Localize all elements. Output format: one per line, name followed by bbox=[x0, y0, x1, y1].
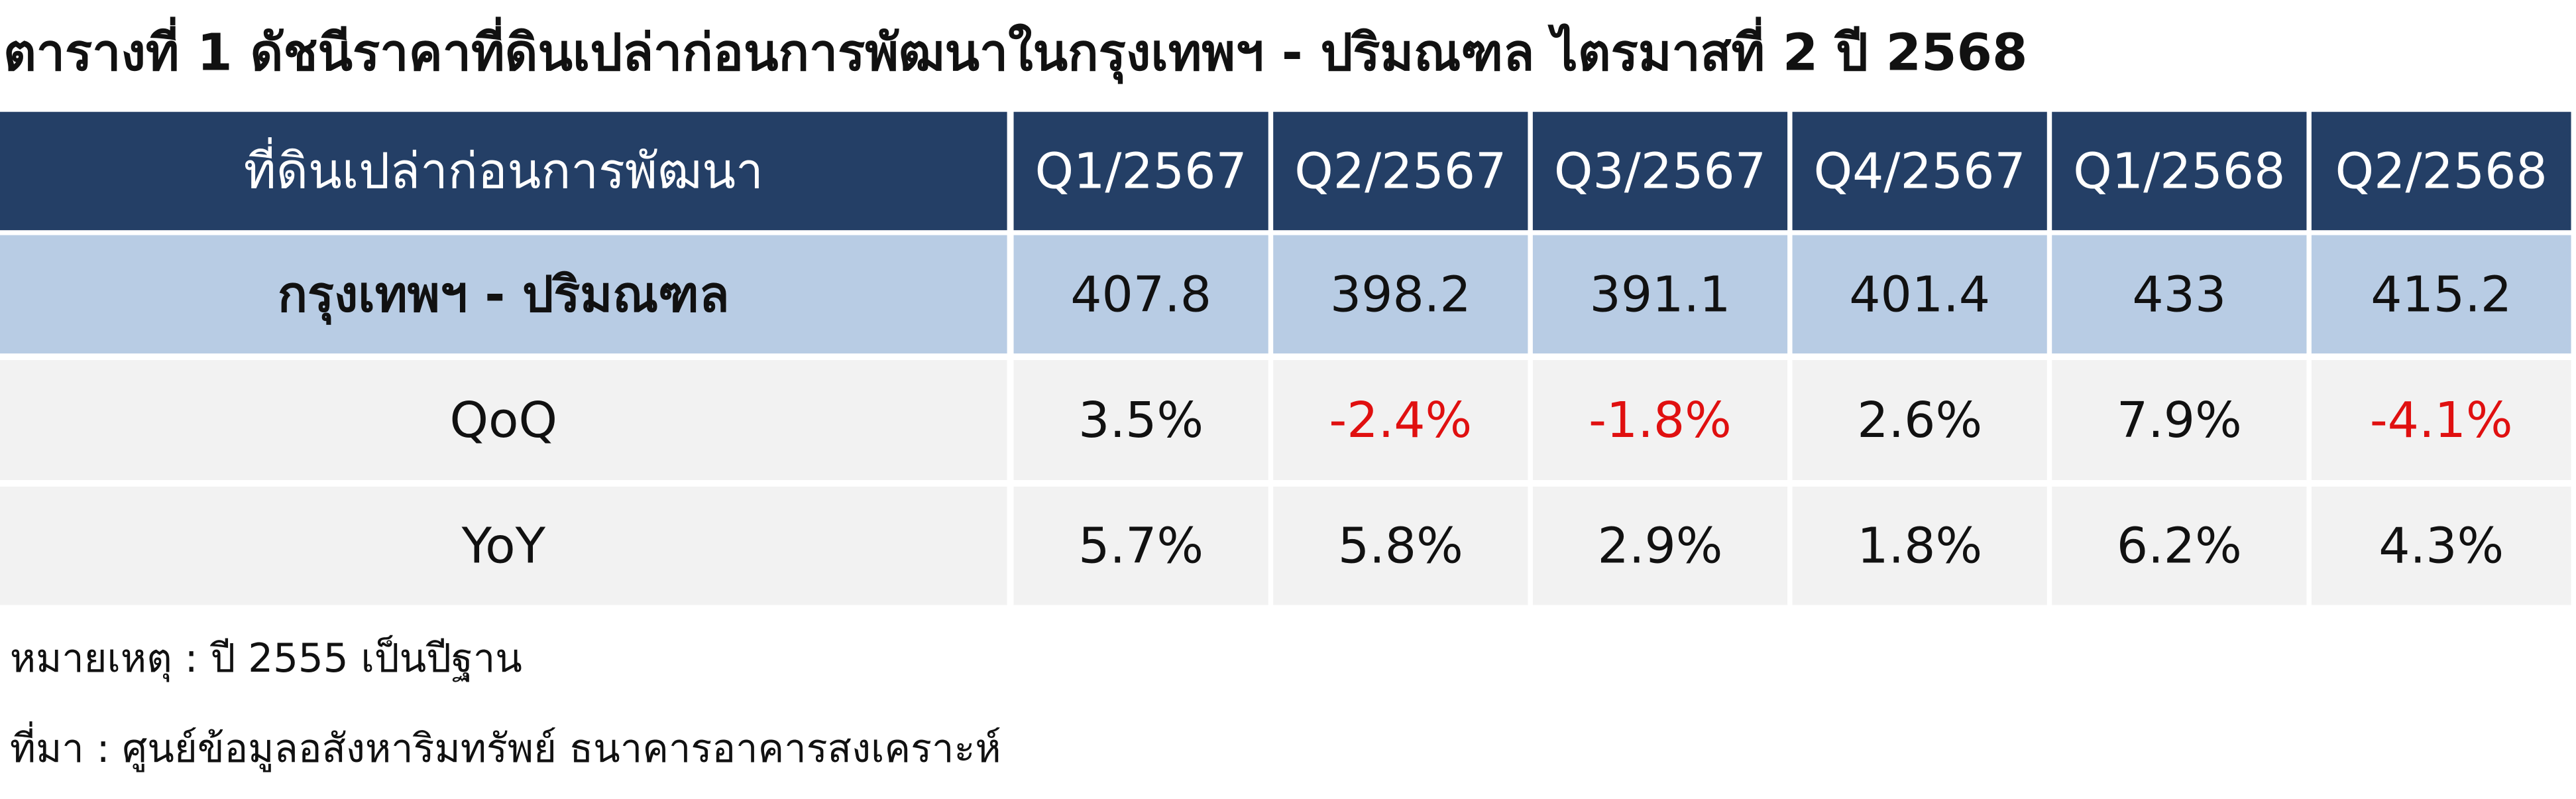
header-text: Q2/2567 bbox=[1294, 142, 1506, 200]
cell-text: 3.5% bbox=[1078, 391, 1204, 449]
cell bbox=[1273, 486, 1528, 605]
header-cell bbox=[1532, 111, 1788, 231]
cell-text: 433 bbox=[2132, 265, 2226, 323]
source: ที่มา : ศูนย์ข้อมูลอสังหาริมทรัพย์ ธนาคา… bbox=[10, 721, 1001, 772]
cell-text: YoY bbox=[461, 517, 546, 575]
cell bbox=[2052, 486, 2307, 605]
header-cell bbox=[2052, 111, 2307, 231]
cell-text: 4.3% bbox=[2379, 517, 2504, 575]
header-text: Q1/2568 bbox=[2073, 142, 2285, 200]
cell bbox=[0, 486, 1007, 605]
cell-text: 401.4 bbox=[1849, 265, 1990, 323]
cell-text: 391.1 bbox=[1590, 265, 1731, 323]
cell-text: 2.9% bbox=[1598, 517, 1723, 575]
cell bbox=[1273, 235, 1528, 354]
cell bbox=[2311, 486, 2571, 605]
cell-text: 5.8% bbox=[1338, 517, 1463, 575]
cell-text: 407.8 bbox=[1070, 265, 1211, 323]
cell bbox=[1532, 235, 1788, 354]
cell-text: 5.7% bbox=[1078, 517, 1204, 575]
header-text: Q2/2568 bbox=[2335, 142, 2548, 200]
cell-text: -2.4% bbox=[1329, 391, 1472, 449]
title: ตารางที่ 1 ดัชนีราคาที่ดินเปล่าก่อนการพั… bbox=[3, 16, 2028, 84]
header-text: ที่ดินเปล่าก่อนการพัฒนา bbox=[244, 137, 763, 200]
cell bbox=[1273, 360, 1528, 480]
cell bbox=[2311, 360, 2571, 480]
cell-text: QoQ bbox=[450, 391, 558, 449]
header-cell bbox=[1013, 111, 1268, 231]
cell bbox=[2311, 235, 2571, 354]
cell-text: -1.8% bbox=[1589, 391, 1732, 449]
cell bbox=[1013, 360, 1268, 480]
cell bbox=[1013, 235, 1268, 354]
cell bbox=[1532, 360, 1788, 480]
cell bbox=[1013, 486, 1268, 605]
header-text: Q1/2567 bbox=[1035, 142, 1247, 200]
cell bbox=[0, 360, 1007, 480]
header-text: Q4/2567 bbox=[1814, 142, 2026, 200]
cell-text: -4.1% bbox=[2370, 391, 2513, 449]
cell bbox=[2052, 235, 2307, 354]
header-cell bbox=[2311, 111, 2571, 231]
cell-text: 6.2% bbox=[2117, 517, 2242, 575]
header-cell bbox=[1792, 111, 2047, 231]
cell bbox=[1792, 360, 2047, 480]
note: หมายเหตุ : ปี 2555 เป็นปีฐาน bbox=[10, 635, 522, 682]
cell-text: กรุงเทพฯ - ปริมณฑล bbox=[278, 265, 730, 325]
header-text: Q3/2567 bbox=[1554, 142, 1766, 200]
cell-text: 415.2 bbox=[2371, 265, 2512, 323]
cell bbox=[0, 235, 1007, 354]
header-cell bbox=[1273, 111, 1528, 231]
cell bbox=[2052, 360, 2307, 480]
cell bbox=[1532, 486, 1788, 605]
cell bbox=[1792, 486, 2047, 605]
cell-text: 1.8% bbox=[1857, 517, 1982, 575]
cell-text: 7.9% bbox=[2117, 391, 2242, 449]
header-cell bbox=[0, 111, 1007, 231]
cell-text: 398.2 bbox=[1330, 265, 1471, 323]
cell bbox=[1792, 235, 2047, 354]
cell-text: 2.6% bbox=[1857, 391, 1982, 449]
